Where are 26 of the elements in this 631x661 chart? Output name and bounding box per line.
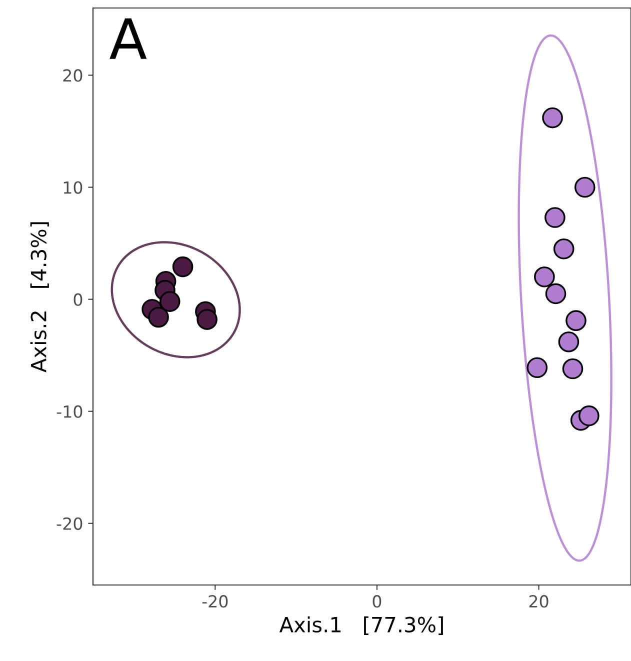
- chart-title: A: [110, 18, 147, 59]
- y-tick-label: 20: [63, 69, 82, 82]
- x-axis-title: Axis.1 [77.3%]: [279, 616, 443, 635]
- point: [159, 291, 180, 312]
- point: [542, 107, 563, 128]
- point: [148, 306, 169, 328]
- y-tick-label: -10: [56, 405, 82, 418]
- point: [562, 358, 584, 380]
- x-tick-label: 20: [529, 595, 548, 608]
- point: [526, 357, 548, 378]
- y-tick-label: 10: [64, 181, 82, 194]
- point: [558, 331, 580, 352]
- point: [196, 309, 218, 330]
- point: [553, 238, 574, 260]
- x-tick-label: -20: [202, 595, 228, 608]
- point: [574, 176, 596, 198]
- y-tick-label: -20: [56, 517, 82, 530]
- y-axis-title: Axis.2 [4.3%]: [30, 222, 49, 372]
- point: [578, 405, 600, 426]
- point: [544, 207, 566, 228]
- point: [566, 310, 586, 331]
- x-tick-label: 0: [372, 595, 382, 608]
- point: [172, 256, 194, 278]
- y-tick-label: 0: [74, 293, 82, 306]
- point: [545, 283, 566, 304]
- point: [534, 266, 555, 288]
